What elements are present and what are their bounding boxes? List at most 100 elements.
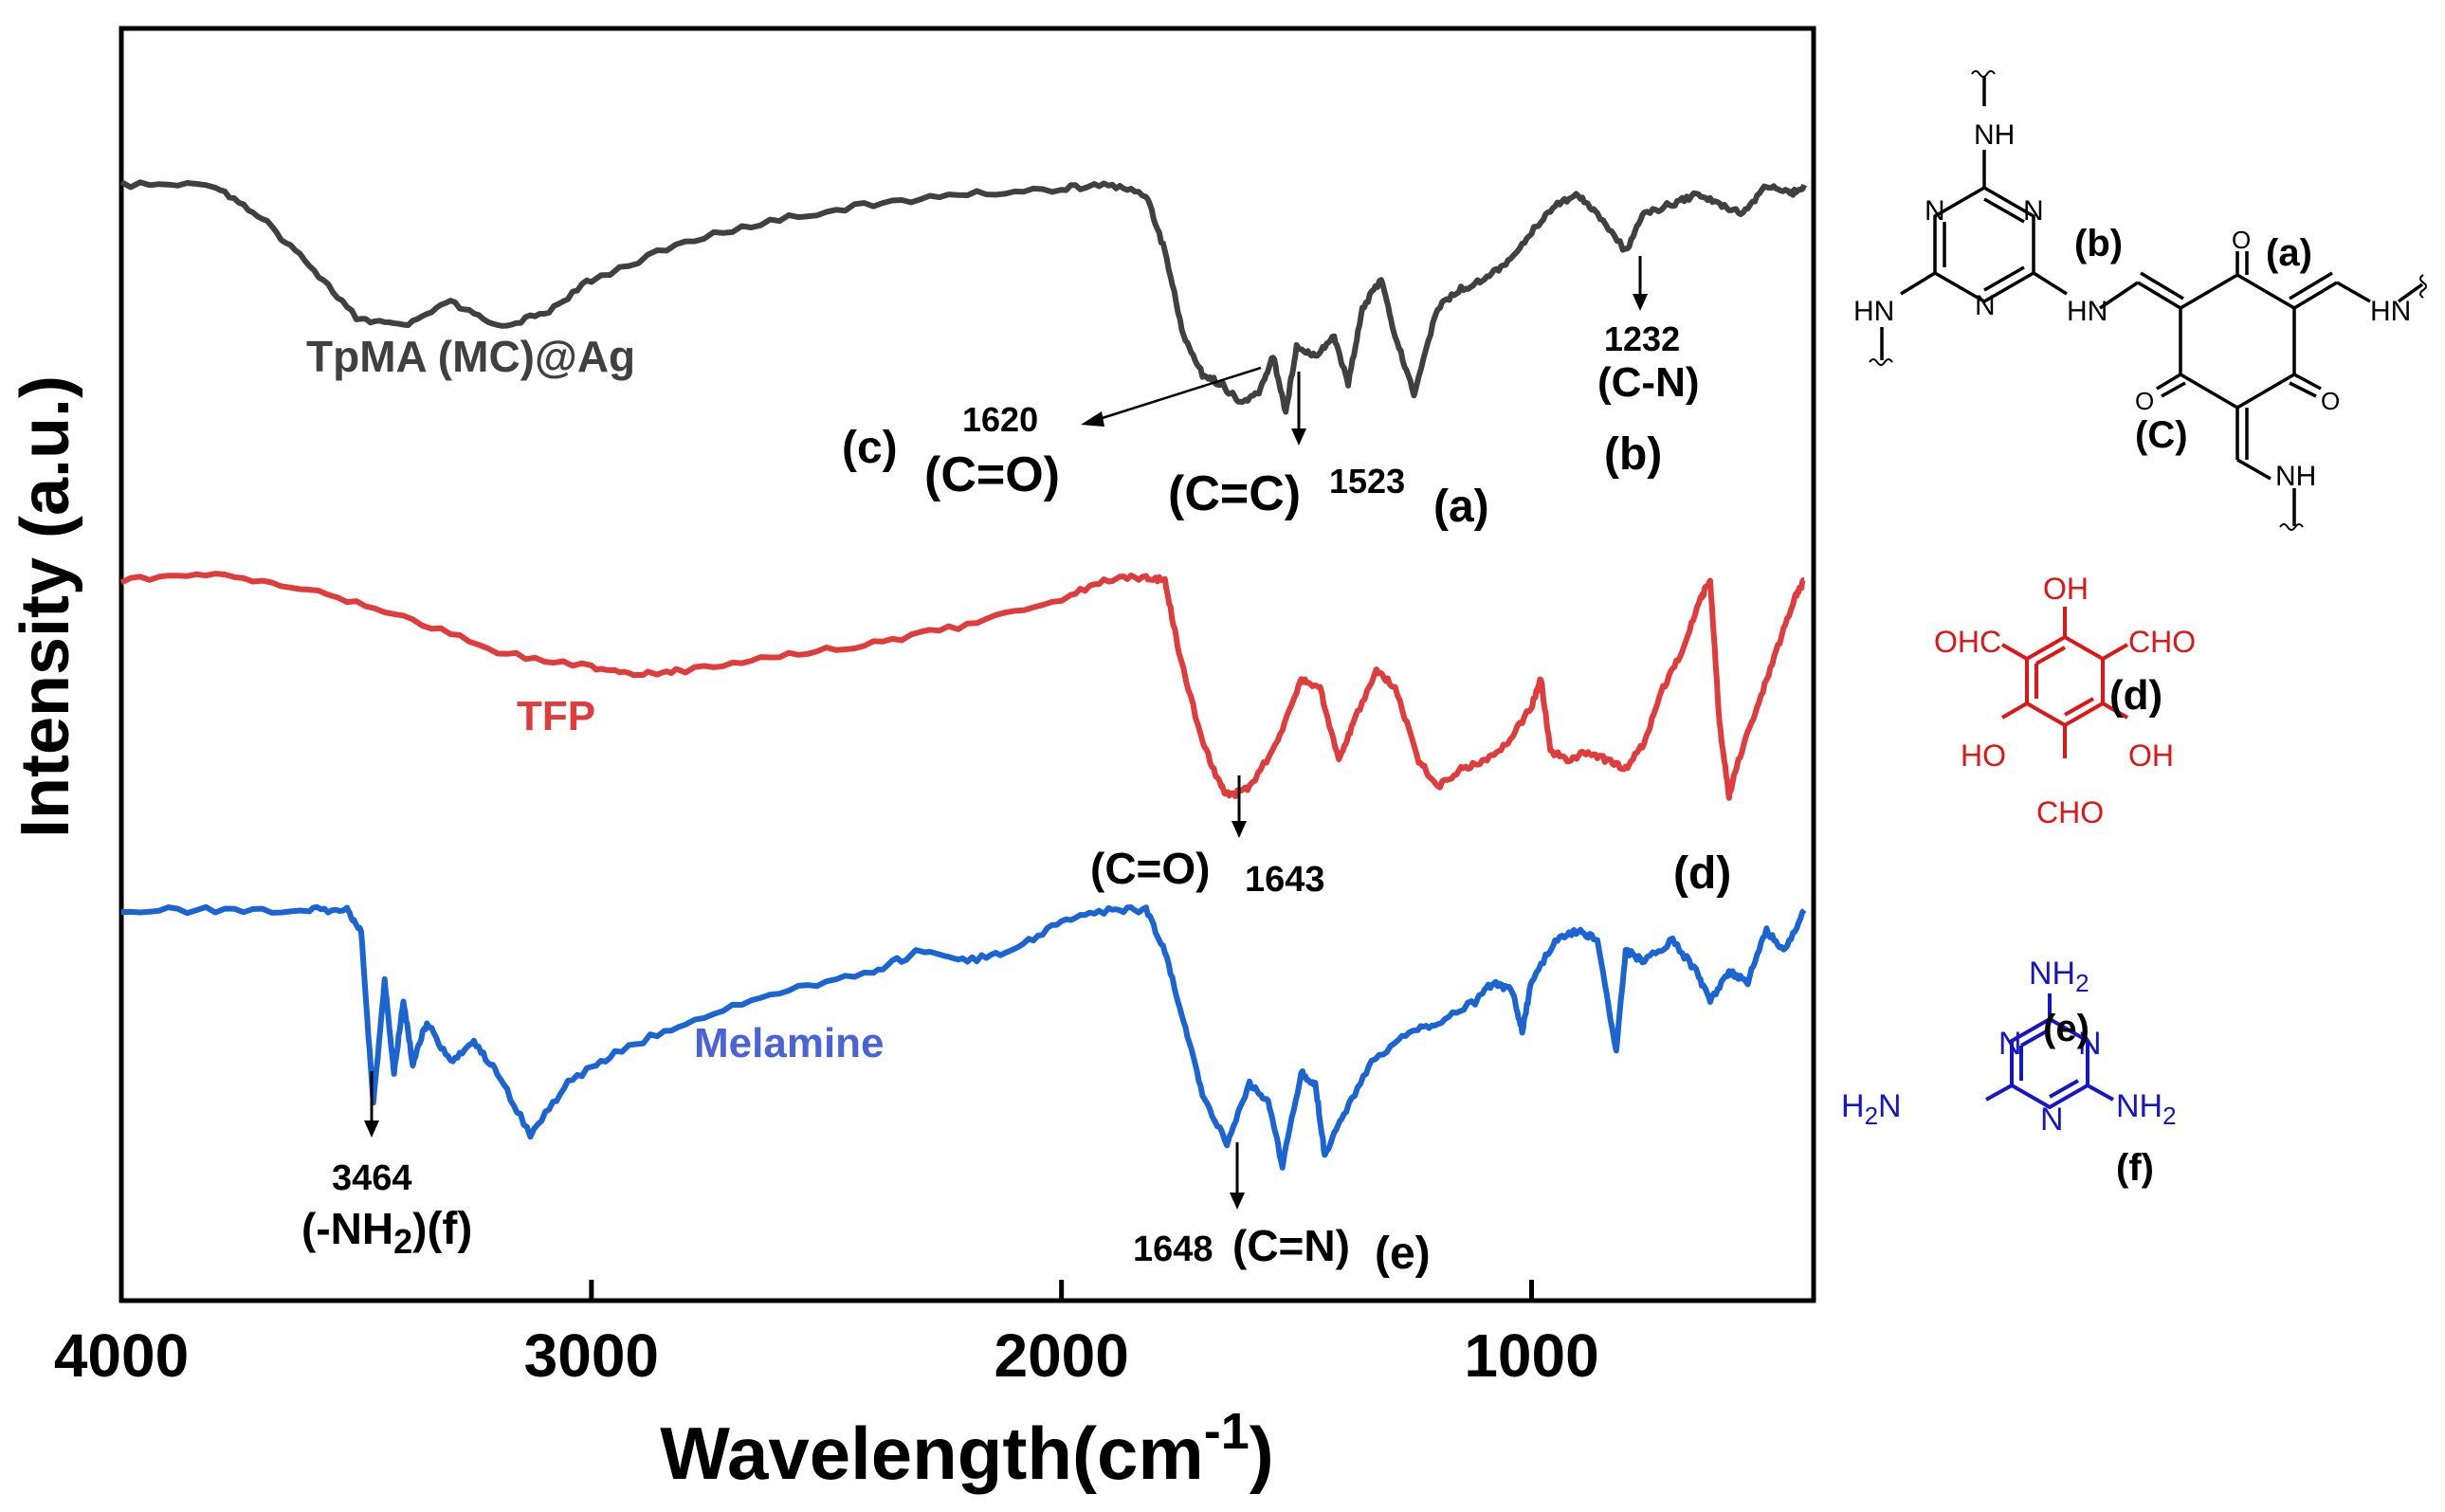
mel-inner-1 [2020,1028,2051,1047]
annotation-tpma-1620: 1620 (C=O) (c) [842,366,1262,502]
tfp-label-ho: HO [1961,738,2006,773]
series-label-tpma: TpMA (MC)@Ag [306,332,635,381]
tpma-wave-left [1869,358,1893,366]
tpma-bond-right [2033,271,2068,296]
x-tick-label-2000: 2000 [994,1321,1128,1390]
series-line-0 [119,179,1807,415]
mel-bond-left [1985,1084,2013,1102]
mel-label-nh2-right-main: NH [2116,1088,2162,1124]
tpma-wave-right [2419,274,2427,299]
tpma-bond-c-n [2236,458,2272,481]
tpma-co-left2 [2161,381,2186,398]
tpma-label-o-left: O [2135,387,2154,415]
tpma-label-n1: N [1925,195,1945,227]
annotation-value-1648: 1648 [1133,1230,1213,1269]
melamine-structure [1985,993,2114,1110]
x-axis-tick-labels: 4000 3000 2000 1000 [54,1321,1599,1390]
annotation-value-1643: 1643 [1245,860,1325,900]
tpma-label-n2: N [2023,195,2044,227]
mel-inner-2 [2049,1079,2079,1099]
series-label-melamine: Melamine [694,1020,885,1066]
arrowhead-1620 [1081,411,1104,427]
x-axis-title-main: Wavelength(cm [660,1412,1204,1495]
tpma-bond-n-c [2099,281,2139,310]
tpma-tag-c: (C) [2135,414,2188,456]
tpma-bond-a-n [2336,281,2371,303]
annotation-tag-1523: (a) [1433,482,1489,532]
mel-tag-e: (e) [2043,1008,2089,1049]
tpma-label-hn-right: HN [2370,296,2411,327]
mel-label-nh2-right: NH2 [2116,1088,2177,1130]
annotation-group-3464: (-NH2)(f) [301,1204,472,1261]
annotation-value-1523: 1523 [1329,462,1405,501]
tpma-label-n3: N [1975,290,1996,321]
tpma-wave-top [1971,70,1996,78]
annotation-group-1523: (C=C) [1168,466,1301,521]
tpma-label-hn-left: HN [1853,296,1894,327]
tpma-bond-left [1900,271,1936,296]
tfp-bond-oh-right [2102,701,2128,720]
tpma-tag-b: (b) [2074,223,2123,264]
tfp-structure-labels: OH OHC CHO HO OH CHO [1934,572,2196,829]
mel-label-nh2-top-main: NH [2029,956,2075,992]
annotation-tag-tfp-chart: (d) [1673,848,1731,899]
tpma-label-nh-bottom: NH [2275,461,2316,492]
melamine-structure-labels: NH2 N N N H2N NH2 [1841,956,2177,1138]
tpma-triazine-ring [1933,185,2035,304]
tpma-label-o-top: O [2232,226,2251,254]
mel-label-nh2-right-sub: 2 [2162,1102,2176,1130]
annotation-group-3464-main: (-NH [301,1204,393,1253]
plot-frame [119,26,1816,1303]
tfp-label-oh-top: OH [2043,572,2089,606]
tpma-label-nh-top: NH [1974,119,2015,151]
tfp-label-cho: CHO [2128,625,2196,659]
x-axis-title-close: ) [1250,1412,1274,1495]
tpma-exo-a [2293,281,2338,310]
x-axis-ticks [119,1280,1534,1301]
annotation-value-1232: 1232 [1604,319,1680,358]
tpma-cyclohexane [2179,272,2296,410]
x-tick-label-4000: 4000 [54,1321,189,1390]
y-axis-title: Intensity (a.u.) [8,375,83,838]
mel-label-n2: N [2078,1026,2102,1062]
tpma-exo-b [2137,281,2181,310]
spectra [119,179,1807,1171]
tpma-bond-right-n [2397,282,2424,303]
mel-label-nh2-top-sub: 2 [2075,969,2089,997]
series-label-tfp: TFP [517,693,595,739]
tpma-wave-bottom [2279,523,2304,531]
annotation-group-1232: (C-N) [1597,359,1700,406]
tpma-structure-labels: NH N N N HN HN HN NH O O O (b) (a) (C) [1853,119,2411,492]
arrowhead-1523 [1291,428,1306,446]
series-line-2 [120,903,1807,1171]
tpma-triazine-inner-1 [1983,197,2025,224]
annotation-group-3464-close: ) [412,1204,427,1253]
tpma-label-hn-mid: HN [2067,296,2107,327]
tfp-inner-1 [2035,646,2066,665]
tfp-label-oh-right: OH [2128,738,2174,773]
x-axis-title-sup: -1 [1204,1403,1250,1460]
arrowhead-1232 [1633,294,1648,311]
tfp-inner-2 [2064,697,2094,717]
tpma-tag-a: (a) [2266,232,2312,274]
annotation-value-3464: 3464 [332,1158,412,1198]
mel-label-n3: N [2040,1102,2064,1138]
arrowhead-1648 [1230,1193,1245,1210]
annotation-arrow-1620 [1089,366,1262,424]
annotation-tag-1648: (e) [1375,1229,1431,1279]
annotation-tag-1232: (b) [1604,429,1662,480]
series-line-1 [119,571,1807,801]
annotation-tfp-1643: (C=O) 1643 (d) [1090,775,1731,900]
tpma-structure [1869,70,2427,531]
tfp-tag: (d) [2109,672,2162,719]
annotation-group-3464-sub: 2 [393,1222,412,1261]
annotation-tpma-1232: 1232 (C-N) (b) [1597,256,1700,480]
tpma-co-left [2156,373,2181,391]
annotation-group-1643: (C=O) [1090,844,1211,893]
tpma-triazine-inner-2 [1983,265,2025,292]
annotation-tpma-1523: (C=C) 1523 (a) [1168,372,1489,532]
tfp-bond-ho [2001,701,2028,720]
annotation-mel-1648: 1648 (C=N) (e) [1133,1142,1431,1279]
mel-label-h2n-h: H [1841,1088,1865,1124]
